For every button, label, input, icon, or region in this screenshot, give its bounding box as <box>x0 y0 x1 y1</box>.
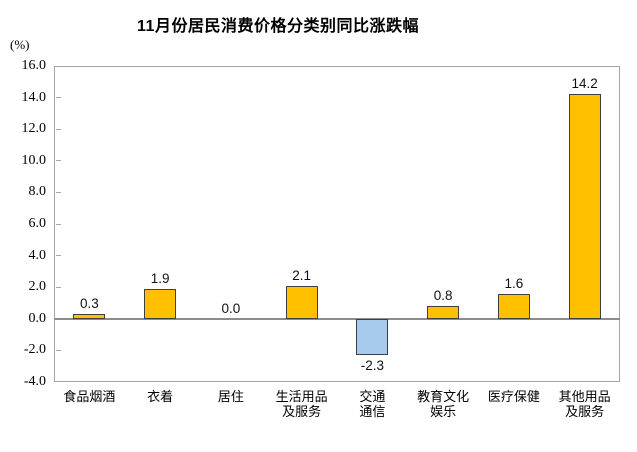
bar-8 <box>568 94 601 319</box>
y-tick-label: 14.0 <box>21 89 47 105</box>
y-tick-mark <box>55 286 61 288</box>
chart-title: 11月份居民消费价格分类别同比涨跌幅 <box>137 18 419 35</box>
plot-area <box>54 66 620 382</box>
y-tick-label: 8.0 <box>28 184 47 200</box>
bar-value-label: 14.2 <box>571 76 598 92</box>
bar-2 <box>144 288 177 319</box>
x-category-label-line: 居住 <box>217 389 244 404</box>
bar-6 <box>427 306 460 319</box>
x-category-label-line: 娱乐 <box>430 404 457 419</box>
bar-value-label: 0.8 <box>433 288 453 304</box>
x-category-label-line: 通信 <box>359 404 386 419</box>
bar-7 <box>497 293 530 319</box>
x-category-label: 衣着 <box>125 389 196 404</box>
x-category-label-line: 食品烟酒 <box>63 389 116 404</box>
x-category-label: 医疗保健 <box>479 389 550 404</box>
x-category-label-line: 生活用品 <box>275 389 328 404</box>
bar-value-label: 0.0 <box>221 300 241 316</box>
x-category-label-line: 衣着 <box>147 389 174 404</box>
y-tick-label: 10.0 <box>21 152 47 168</box>
x-category-label: 生活用品 及服务 <box>266 389 337 419</box>
y-tick-label: -4.0 <box>23 374 46 389</box>
bar-5 <box>356 318 389 356</box>
y-tick-label: 0.0 <box>28 310 47 326</box>
x-category-label: 居住 <box>196 389 267 404</box>
y-tick-label: 12.0 <box>21 121 47 137</box>
x-category-label: 教育文化 娱乐 <box>408 389 479 419</box>
bar-value-label: -2.3 <box>360 358 384 374</box>
bar-value-label: 1.6 <box>504 275 524 291</box>
zero-axis-line <box>54 317 620 320</box>
y-tick-label: 4.0 <box>28 247 47 263</box>
y-tick-mark <box>55 128 61 130</box>
bar-value-label: 2.1 <box>292 267 312 283</box>
y-tick-mark <box>55 97 61 99</box>
x-category-label-line: 及服务 <box>282 404 322 419</box>
bar-value-label: 0.3 <box>79 296 99 312</box>
x-category-label-line: 交通 <box>359 389 386 404</box>
y-tick-mark <box>55 349 61 351</box>
x-category-label-line: 其他用品 <box>558 389 611 404</box>
x-category-label: 交通 通信 <box>337 389 408 419</box>
x-category-label-line: 医疗保健 <box>487 389 540 404</box>
bar-1 <box>73 314 106 319</box>
x-category-label-line: 教育文化 <box>417 389 470 404</box>
y-tick-mark <box>55 255 61 257</box>
bar-4 <box>285 285 318 319</box>
bar-value-label: 1.9 <box>150 270 170 286</box>
y-tick-label: 2.0 <box>28 279 47 295</box>
x-category-label: 其他用品 及服务 <box>549 389 620 419</box>
y-tick-mark <box>55 160 61 162</box>
y-axis-unit-label: (%) <box>10 37 30 52</box>
x-category-label: 食品烟酒 <box>54 389 125 404</box>
y-tick-label: 16.0 <box>21 58 47 73</box>
y-tick-label: 6.0 <box>28 216 47 231</box>
y-tick-mark <box>55 191 61 193</box>
x-category-label-line: 及服务 <box>565 404 605 419</box>
y-tick-mark <box>55 223 61 225</box>
y-tick-label: -2.0 <box>23 342 46 358</box>
